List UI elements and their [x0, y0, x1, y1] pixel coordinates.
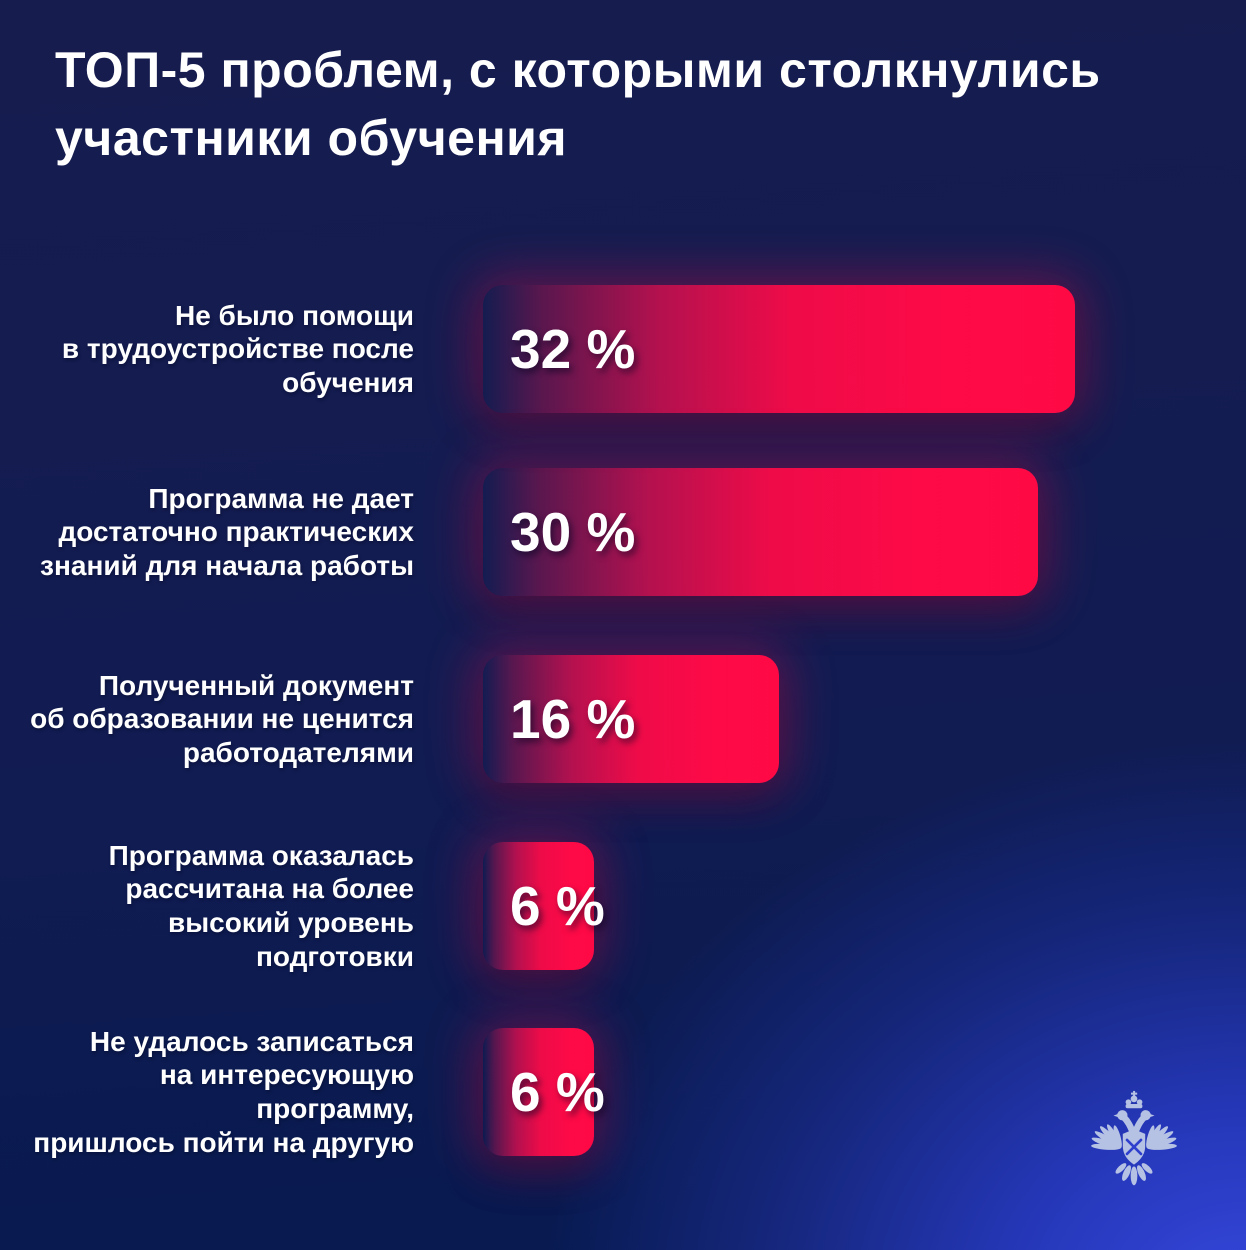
- chart-row: Не было помощи в трудоустройстве после о…: [0, 285, 1246, 413]
- bar: [483, 468, 1038, 596]
- bar: [483, 655, 779, 783]
- chart-row: Полученный документ об образовании не це…: [0, 655, 1246, 783]
- bar-area: 30 %: [483, 468, 1246, 596]
- page-title: ТОП-5 проблем, с которыми столкнулись уч…: [55, 42, 1101, 166]
- value-label: 6 %: [510, 875, 605, 937]
- bar: [483, 285, 1075, 413]
- category-label: Программа не дает достаточно практически…: [40, 482, 414, 581]
- value-label: 6 %: [510, 1061, 605, 1123]
- bar-area: 6 %: [483, 842, 1246, 970]
- value-label: 32 %: [510, 318, 636, 380]
- bar: [483, 842, 594, 970]
- category-label: Программа оказалась рассчитана на более …: [108, 839, 414, 972]
- category-label: Не удалось записаться на интересующую пр…: [33, 1025, 414, 1158]
- category-label: Полученный документ об образовании не це…: [30, 669, 414, 768]
- category-label: Не было помощи в трудоустройстве после о…: [61, 299, 414, 398]
- value-label: 16 %: [510, 688, 636, 750]
- bar: [483, 1028, 594, 1156]
- chart-row: Не удалось записаться на интересующую пр…: [0, 1025, 1246, 1158]
- chart-row: Программа оказалась рассчитана на более …: [0, 839, 1246, 972]
- chart-row: Программа не дает достаточно практически…: [0, 468, 1246, 596]
- bar-area: 16 %: [483, 655, 1246, 783]
- double-headed-eagle-emblem-icon: [1091, 1090, 1177, 1186]
- value-label: 30 %: [510, 501, 636, 563]
- bar-area: 32 %: [483, 285, 1246, 413]
- bar-area: 6 %: [483, 1028, 1246, 1156]
